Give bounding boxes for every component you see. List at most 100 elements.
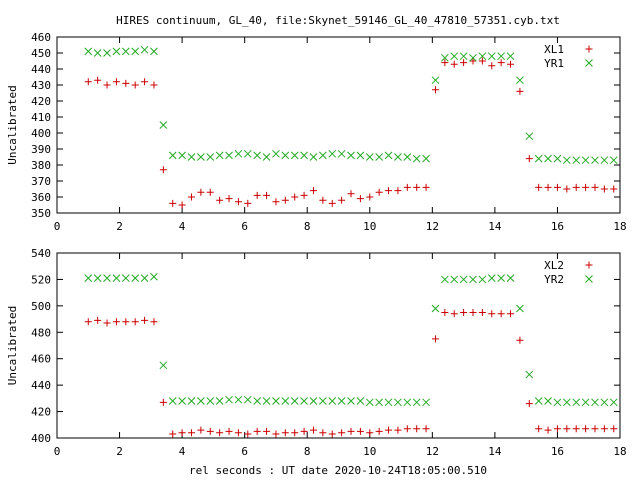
data-point: [338, 196, 346, 204]
data-point: [225, 195, 233, 203]
data-point: [581, 398, 590, 407]
data-point: [244, 199, 252, 207]
data-point: [553, 425, 561, 433]
x-tick-label: 8: [304, 445, 311, 458]
x-tick-label: 4: [179, 445, 186, 458]
data-point: [169, 199, 177, 207]
data-point: [394, 426, 402, 434]
y-tick-label: 390: [31, 143, 51, 156]
data-point: [84, 274, 93, 282]
data-point: [450, 60, 458, 68]
data-point: [338, 429, 346, 437]
data-point: [347, 397, 355, 405]
data-point: [159, 361, 168, 370]
data-point: [460, 308, 468, 316]
data-point: [450, 52, 459, 61]
data-point: [309, 426, 317, 434]
data-point: [582, 183, 590, 191]
data-point: [290, 397, 299, 405]
data-point: [384, 398, 393, 407]
data-point: [572, 425, 580, 433]
data-point: [253, 427, 261, 435]
data-point: [216, 429, 224, 437]
data-point: [309, 153, 318, 161]
data-point: [553, 154, 562, 163]
x-tick-label: 18: [613, 220, 626, 233]
data-point: [356, 195, 364, 203]
data-point: [572, 398, 581, 407]
data-point: [197, 426, 205, 434]
data-point: [281, 429, 289, 437]
series-YR1: [84, 45, 618, 165]
data-point: [394, 153, 402, 161]
data-point: [497, 52, 505, 61]
data-point: [356, 151, 365, 160]
y-tick-label: 350: [31, 207, 51, 220]
data-point: [150, 47, 158, 56]
data-point: [112, 78, 120, 86]
data-point: [516, 76, 524, 85]
series-XL2: [84, 308, 618, 438]
data-point: [206, 397, 215, 405]
data-point: [84, 47, 93, 56]
data-point: [300, 397, 308, 405]
data-point: [365, 153, 374, 161]
data-point: [553, 398, 562, 407]
data-point: [140, 274, 149, 282]
data-point: [600, 425, 608, 433]
data-point: [281, 151, 290, 160]
data-point: [450, 275, 459, 284]
data-point: [122, 79, 130, 87]
data-point: [375, 398, 384, 407]
data-point: [497, 310, 505, 318]
data-point: [431, 86, 439, 94]
data-point: [121, 47, 130, 56]
data-point: [582, 425, 590, 433]
data-point: [150, 272, 158, 281]
y-tick-label: 440: [31, 63, 51, 76]
x-tick-label: 6: [241, 445, 248, 458]
data-point: [93, 274, 102, 282]
data-point: [525, 370, 534, 379]
data-point: [234, 198, 242, 206]
data-point: [534, 154, 543, 163]
data-point: [112, 318, 120, 326]
data-point: [187, 153, 196, 161]
legend-marker: [585, 59, 593, 67]
y-tick-label: 520: [31, 273, 51, 286]
data-point: [187, 397, 196, 405]
x-tick-label: 4: [179, 220, 186, 233]
data-point: [234, 395, 243, 404]
x-tick-label: 10: [363, 220, 376, 233]
data-point: [403, 398, 412, 407]
data-point: [441, 308, 449, 316]
data-point: [507, 310, 515, 318]
data-point: [422, 154, 430, 163]
data-point: [150, 318, 158, 326]
data-point: [131, 81, 139, 89]
data-point: [497, 274, 505, 282]
data-point: [412, 154, 421, 163]
data-point: [544, 154, 552, 163]
y-tick-label: 420: [31, 95, 51, 108]
data-point: [610, 425, 618, 433]
data-point: [328, 397, 337, 405]
data-point: [328, 149, 337, 158]
data-point: [328, 430, 336, 438]
data-point: [487, 52, 496, 61]
y-tick-label: 430: [31, 79, 51, 92]
x-axis-label: rel seconds : UT date 2020-10-24T18:05:0…: [189, 464, 487, 477]
data-point: [131, 318, 139, 326]
data-point: [141, 316, 149, 324]
data-point: [197, 397, 205, 405]
data-point: [591, 425, 599, 433]
data-point: [375, 188, 383, 196]
data-point: [422, 398, 430, 407]
x-tick-label: 18: [613, 445, 626, 458]
x-tick-label: 14: [488, 445, 502, 458]
x-tick-label: 10: [363, 445, 376, 458]
data-point: [272, 149, 280, 158]
data-point: [319, 151, 327, 160]
data-point: [478, 308, 486, 316]
